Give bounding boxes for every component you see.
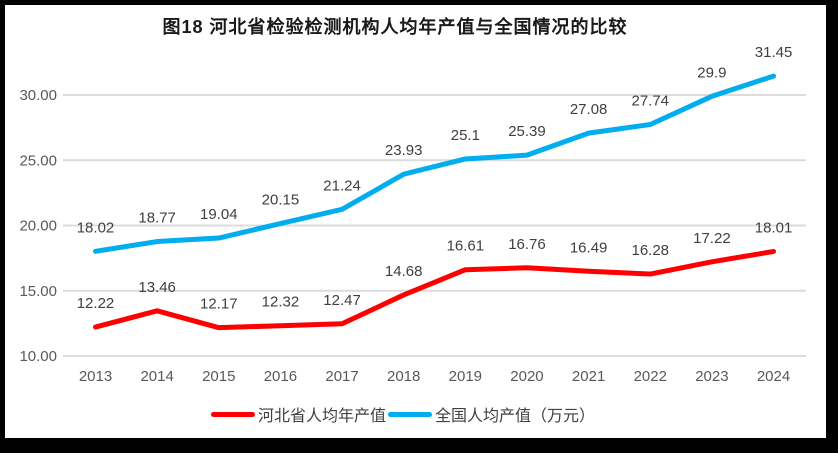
x-tick-label: 2013 (79, 368, 112, 385)
chart-legend: 河北省人均年产值 全国人均产值（万元） (0, 402, 806, 426)
data-label: 20.15 (262, 192, 300, 209)
x-tick-label: 2017 (325, 368, 358, 385)
data-label: 21.24 (323, 177, 361, 194)
x-tick-label: 2016 (264, 368, 297, 385)
data-label: 31.45 (755, 44, 793, 61)
series-line-1 (93, 73, 777, 254)
data-label: 27.08 (570, 101, 608, 118)
legend-swatch (388, 411, 432, 417)
data-label: 12.22 (77, 295, 115, 312)
data-label: 18.77 (138, 210, 176, 227)
x-tick-label: 2020 (510, 368, 543, 385)
y-tick-label: 10.00 (19, 348, 57, 365)
data-label: 17.22 (693, 230, 731, 247)
x-tick-label: 2018 (387, 368, 420, 385)
data-label: 16.28 (631, 242, 669, 259)
data-label: 23.93 (385, 142, 423, 159)
y-tick-label: 20.00 (19, 218, 57, 235)
x-tick-label: 2019 (449, 368, 482, 385)
legend-swatch (210, 411, 255, 417)
data-label: 16.49 (570, 239, 608, 256)
data-label: 12.32 (262, 294, 300, 311)
x-tick-label: 2023 (695, 368, 728, 385)
data-label: 16.76 (508, 236, 546, 253)
data-label: 12.17 (200, 296, 238, 313)
x-tick-label: 2015 (202, 368, 235, 385)
x-tick-label: 2021 (572, 368, 605, 385)
data-label: 27.74 (631, 92, 669, 109)
chart-title: 图18 河北省检验检测机构人均年产值与全国情况的比较 (162, 17, 628, 37)
legend-item-1: 全国人均产值（万元） (388, 402, 595, 426)
data-label: 18.01 (755, 219, 793, 236)
data-label: 18.02 (77, 219, 115, 236)
data-label: 25.1 (451, 127, 480, 144)
series-line-0 (93, 248, 777, 331)
data-label: 19.04 (200, 206, 238, 223)
x-tick-label: 2022 (634, 368, 667, 385)
y-tick-label: 25.00 (19, 152, 57, 169)
data-label: 14.68 (385, 263, 423, 280)
data-label: 13.46 (138, 279, 176, 296)
x-tick-label: 2024 (757, 368, 790, 385)
legend-item-0: 河北省人均年产值 (210, 402, 386, 426)
legend-label: 河北省人均年产值 (257, 408, 386, 425)
data-label: 16.61 (447, 238, 485, 255)
x-tick-label: 2014 (140, 368, 173, 385)
data-label: 25.39 (508, 123, 546, 140)
data-label: 29.9 (697, 64, 726, 81)
data-label: 12.47 (323, 292, 361, 309)
y-tick-label: 30.00 (19, 87, 57, 104)
y-tick-label: 15.00 (19, 283, 57, 300)
legend-label: 全国人均产值（万元） (435, 408, 596, 425)
